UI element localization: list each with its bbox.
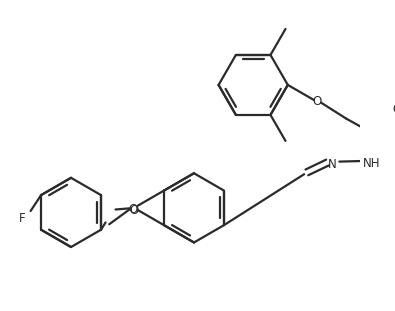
Text: O: O <box>313 95 322 108</box>
Text: N: N <box>328 158 337 171</box>
Text: O: O <box>393 103 395 116</box>
Text: NH: NH <box>363 157 380 170</box>
Text: O: O <box>130 204 139 217</box>
Text: F: F <box>19 212 26 225</box>
Text: O: O <box>129 203 138 216</box>
